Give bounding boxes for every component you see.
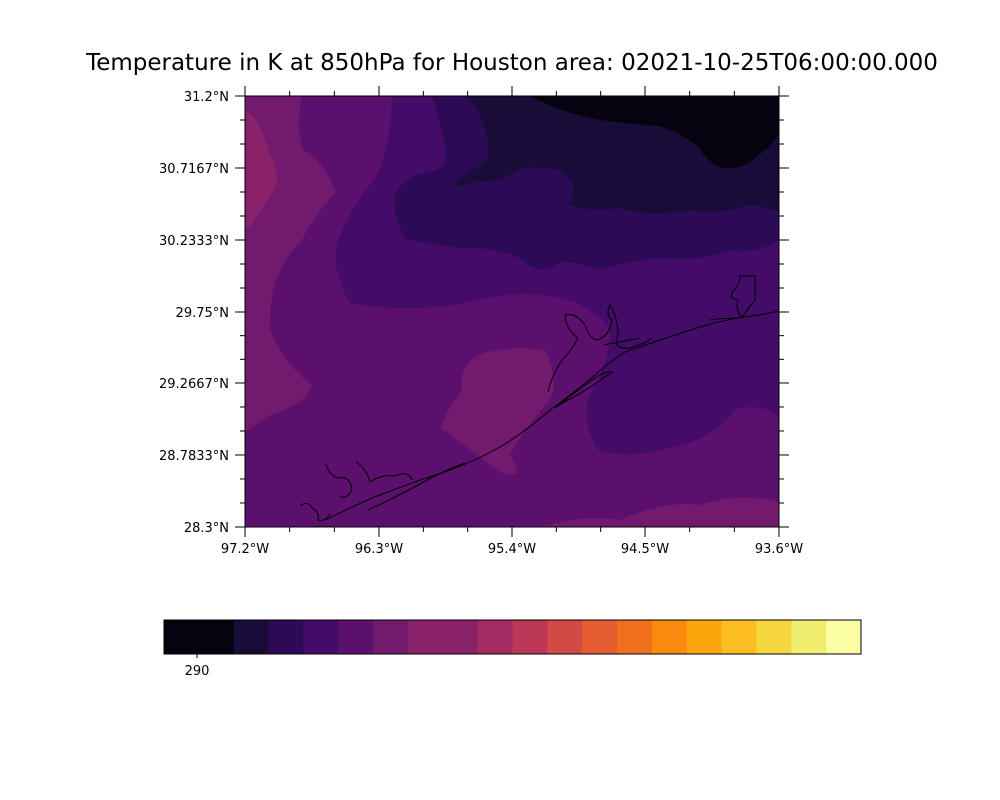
lon-label: 97.2°W [221,542,269,557]
lat-label: 31.2°N [184,90,229,105]
contour-warm-south [540,497,779,527]
colorbar-segment [338,620,374,654]
plot-title: Temperature in K at 850hPa for Houston a… [85,50,938,76]
colorbar-segment [373,620,409,654]
contour-warm-central [440,348,554,475]
colorbar-segment [477,620,513,654]
lon-label: 96.3°W [355,542,403,557]
lat-label: 30.7167°N [159,162,229,177]
lat-label: 29.75°N [176,306,229,321]
colorbar-frame [163,619,862,655]
colorbar-segment [721,620,757,654]
colorbar-segment [651,620,688,654]
colorbar-segment [303,620,339,654]
colorbar-segment [407,620,444,654]
colorbar-segment [582,620,618,654]
colorbar-segment [826,620,862,654]
colorbar-segment [198,620,235,654]
colorbar-segment [268,620,304,654]
colorbar-segment [686,620,723,654]
colorbar-segment [164,620,200,654]
lon-label: 94.5°W [621,542,669,557]
colorbar-segment [547,620,583,654]
lat-label: 29.2667°N [159,377,229,392]
longitude-labels: 97.2°W 96.3°W 95.4°W 94.5°W 93.6°W [221,542,803,557]
lat-label: 30.2333°N [159,234,229,249]
colorbar-segment [512,620,548,654]
colorbar-segment [442,620,479,654]
lat-label: 28.7833°N [159,449,229,464]
contour-warmest-nw [245,110,277,228]
colorbar [164,620,862,654]
coastline [299,275,779,521]
axis-ticks [235,86,789,537]
contour-coldest [530,96,779,169]
lat-label: 28.3°N [184,521,229,536]
colorbar-segment [617,620,653,654]
colorbar-segment [233,620,270,654]
colorbar-segment [791,620,827,654]
map-panel [245,96,779,527]
lon-label: 95.4°W [488,542,536,557]
colorbar-tick-label: 290 [185,664,210,679]
colorbar-segment [756,620,792,654]
lon-label: 93.6°W [755,542,803,557]
latitude-labels: 31.2°N 30.7167°N 30.2333°N 29.75°N 29.26… [159,90,229,536]
